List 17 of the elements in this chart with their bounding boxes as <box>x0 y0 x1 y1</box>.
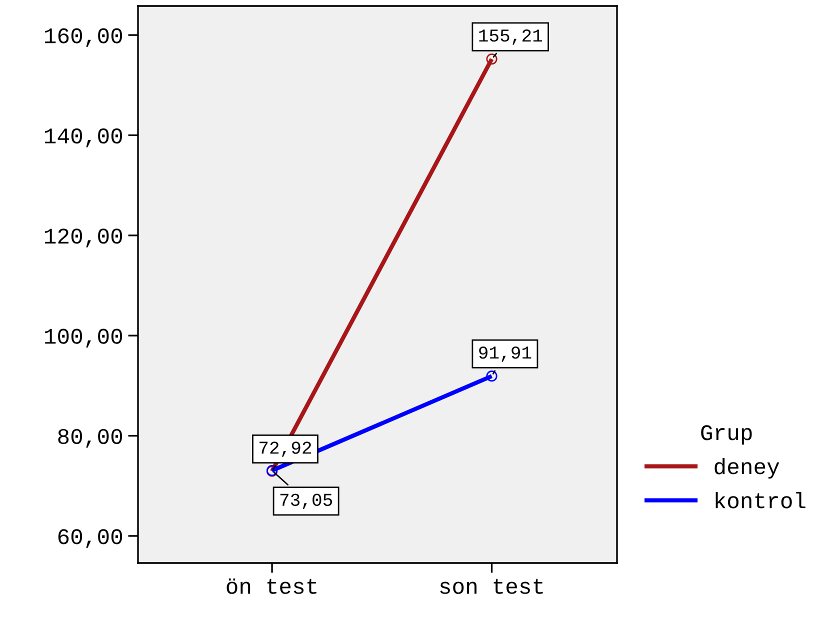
data-label: 91,91 <box>479 346 532 362</box>
legend-label: deney <box>714 458 780 479</box>
y-tick-label: 140,00 <box>45 128 122 148</box>
data-label: 73,05 <box>280 494 332 510</box>
legend-title: Grup <box>701 425 752 445</box>
legend-label: kontrol <box>716 492 806 508</box>
x-tick-label: son test <box>440 578 543 594</box>
y-tick-label: 80,00 <box>58 428 122 448</box>
y-tick-label: 120,00 <box>45 228 122 248</box>
x-tick-label: ön test <box>226 578 316 594</box>
point <box>486 370 498 382</box>
point <box>486 53 498 65</box>
y-tick-label: 100,00 <box>45 328 122 348</box>
data-label: 72,92 <box>260 442 312 457</box>
data-label: 155,21 <box>479 29 542 45</box>
y-tick-label: 60,00 <box>58 529 122 548</box>
y-tick-label: 160,00 <box>45 28 122 48</box>
